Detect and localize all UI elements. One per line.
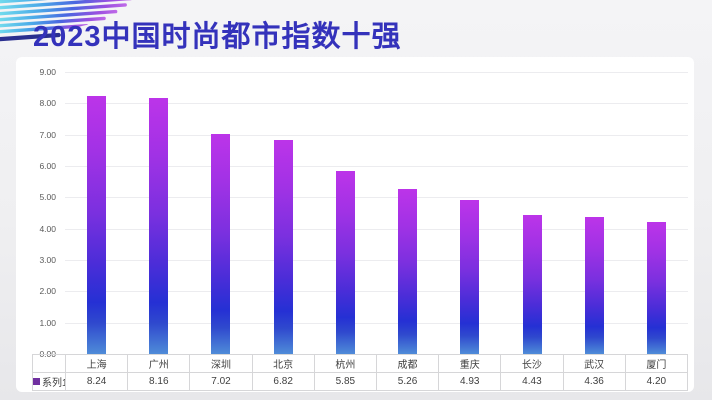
gridline (65, 197, 688, 199)
table-cell-category: 深圳 (189, 354, 253, 373)
table-cell-value: 5.26 (375, 372, 440, 391)
y-tick-label: 4.00 (39, 223, 56, 234)
table-cell-category: 厦门 (624, 354, 689, 373)
bar-column-长沙 (501, 72, 563, 354)
gridline (65, 291, 688, 293)
table-cell-value: 5.85 (313, 372, 377, 391)
table-cell-value: 4.36 (562, 372, 626, 391)
table-cell-value: 4.43 (500, 372, 564, 391)
bar-column-广州 (127, 72, 189, 354)
y-tick-label: 2.00 (39, 286, 56, 297)
gridline (65, 166, 688, 167)
table-cell-value: 4.20 (624, 372, 689, 391)
table-corner-cell (32, 354, 66, 373)
gridline (65, 228, 688, 230)
table-cell-value: 8.16 (127, 372, 191, 391)
y-tick-label: 6.00 (39, 160, 56, 171)
y-tick-label: 7.00 (39, 129, 56, 140)
table-cell-category: 北京 (251, 354, 315, 373)
gridline (65, 72, 688, 73)
table-cell-category: 长沙 (500, 354, 564, 373)
table-body: 上海 广州 深圳 北京 杭州 成都 重庆 长沙 武汉 厦门 系列1 8.24 8.16 7.02 6.82 5… (32, 354, 689, 391)
bar-column-厦门 (626, 72, 688, 354)
bar-column-重庆 (439, 72, 501, 354)
bar (460, 199, 480, 354)
gridline (65, 260, 688, 261)
table-cell-value: 7.02 (189, 372, 253, 391)
bar-column-武汉 (563, 72, 625, 354)
table-cell-category: 成都 (375, 354, 440, 373)
bar (647, 222, 667, 354)
y-tick-label: 8.00 (39, 98, 56, 109)
legend-item: 系列1 (32, 372, 66, 391)
bar-column-杭州 (314, 72, 376, 354)
y-tick-label: 3.00 (39, 254, 56, 265)
page-title: 2023中国时尚都市指数十强 (33, 21, 402, 53)
y-tick-label: 9.00 (39, 66, 56, 77)
y-tick-label: 5.00 (39, 192, 56, 203)
bar (585, 217, 605, 354)
y-tick-label: 1.00 (39, 317, 56, 328)
bar (273, 140, 293, 354)
legend-label: 系列1 (42, 378, 66, 389)
table-cell-value: 6.82 (251, 372, 315, 391)
gridline (65, 103, 688, 105)
plot-area (65, 72, 688, 354)
bar (398, 189, 418, 354)
bar (335, 170, 355, 354)
bar (86, 95, 106, 354)
legend-swatch (33, 378, 40, 385)
bar-column-成都 (376, 72, 438, 354)
bar-column-北京 (252, 72, 314, 354)
table-row-categories: 上海 广州 深圳 北京 杭州 成都 重庆 长沙 武汉 厦门 (32, 354, 689, 373)
gridline (65, 322, 688, 324)
table-cell-category: 广州 (127, 354, 191, 373)
bar-column-深圳 (190, 72, 252, 354)
bar (148, 98, 168, 354)
y-tick-label: 0.00 (39, 348, 56, 359)
y-axis: 9.00 8.00 7.00 6.00 5.00 4.00 3.00 2.00 1.00 0.00 (16, 68, 60, 358)
gridline (65, 134, 688, 136)
table-cell-category: 重庆 (438, 354, 502, 373)
data-table: 上海 广州 深圳 北京 杭州 成都 重庆 长沙 武汉 厦门 系列1 8.24 8.16 7.02 6.82 5… (32, 354, 689, 391)
bar (522, 215, 542, 354)
table-cell-value: 4.93 (438, 372, 502, 391)
table-cell-value: 8.24 (64, 372, 129, 391)
bar-column-上海 (65, 72, 127, 354)
table-cell-category: 杭州 (313, 354, 377, 373)
table-row-values: 系列1 8.24 8.16 7.02 6.82 5.85 5.26 4.93 4.43 4.36 4… (32, 372, 689, 391)
table-cell-category: 上海 (64, 354, 129, 373)
chart-card: 9.00 8.00 7.00 6.00 5.00 4.00 3.00 2.00 1.00 0.00… (16, 57, 694, 392)
table-cell-category: 武汉 (562, 354, 626, 373)
bar (211, 134, 231, 354)
